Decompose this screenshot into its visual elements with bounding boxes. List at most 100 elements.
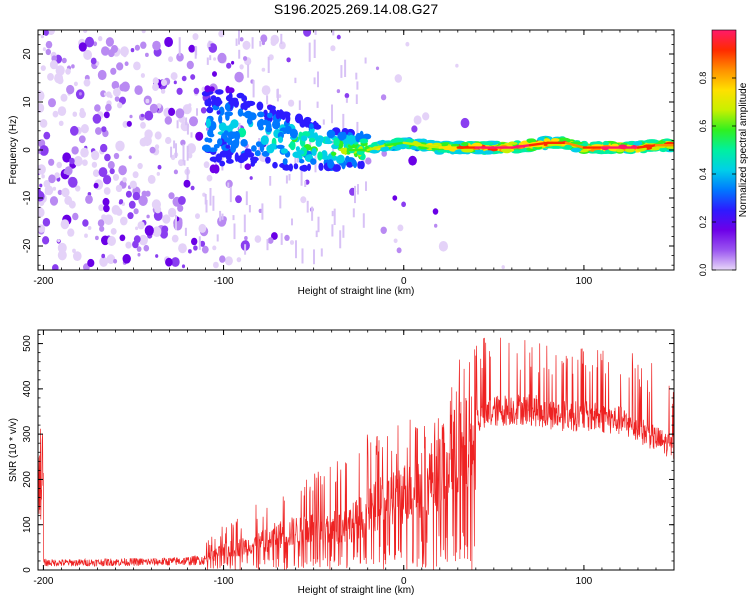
noise-blob [173,220,183,231]
noise-blob [162,214,171,224]
noise-streak [184,227,187,236]
signal-blob [224,111,233,117]
signal-blob [226,103,231,111]
noise-blob [57,250,67,261]
noise-blob [165,136,172,145]
noise-blob [140,113,145,118]
signal-blob [272,161,278,169]
noise-streak [362,213,365,228]
noise-streak [356,121,359,137]
snr-x-ticks: -200 -100 0 100 [33,330,675,587]
signal-blob [215,89,224,95]
noise-streak [219,210,222,222]
noise-streak [238,49,241,59]
noise-blob [186,143,196,154]
noise-blob [224,256,233,266]
noise-blob [48,98,56,108]
y-tick-label: -10 [22,190,33,205]
noise-streak [204,194,207,205]
noise-streak [340,65,343,78]
noise-blob [438,241,448,252]
spectrogram-y-label: Frequency (Hz) [8,116,19,185]
noise-streak [247,64,250,78]
noise-blob [186,60,194,70]
x-tick-label: -100 [214,276,234,287]
noise-streak [317,71,319,88]
signal-blob [226,158,234,164]
noise-blob [84,233,88,238]
signal-blob [359,160,365,170]
noise-streak [269,176,272,186]
signal-blob [297,150,305,155]
signal-blob [294,113,304,124]
noise-blob [144,236,148,241]
noise-blob [190,185,195,191]
noise-blob [336,34,341,40]
signal-blob [266,112,273,119]
noise-blob [49,196,59,206]
noise-blob [68,176,78,188]
noise-blob [501,265,505,270]
noise-streak [313,249,315,265]
noise-blob [56,161,62,169]
noise-blob [176,52,184,62]
noise-blob [118,165,127,176]
signal-blob [632,141,643,146]
noise-blob [177,204,184,212]
noise-blob [64,166,73,176]
signal-blob [483,150,494,155]
signal-blob [234,152,239,162]
noise-streak [259,40,262,47]
noise-blob [144,129,153,139]
noise-blob [236,257,242,263]
noise-streak [314,30,317,35]
noise-blob [105,37,114,47]
signal-blob [369,149,379,154]
noise-streak [315,230,318,238]
noise-blob [213,57,217,61]
signal-blob [257,111,265,118]
signal-blob [255,141,262,148]
signal-blob [570,147,582,153]
signal-blob [376,140,385,146]
noise-blob [191,237,198,246]
noise-blob [44,189,50,195]
noise-blob [80,147,89,158]
noise-blob [43,180,51,188]
noise-streak [267,56,270,73]
noise-streak [280,33,283,44]
y-tick-label: 10 [22,96,33,108]
signal-blob [331,151,337,156]
noise-blob [394,74,402,83]
colorbar-tick-label: 0.0 [698,264,708,277]
signal-blob [311,147,317,156]
noise-blob [249,176,253,180]
noise-blob [103,92,107,96]
noise-blob [286,57,291,63]
signal-blob [303,116,312,123]
noise-blob [401,201,406,208]
signal-blob [510,142,518,145]
signal-blob [295,146,300,152]
noise-blob [48,174,56,184]
noise-blob [168,207,177,218]
noise-blob [42,47,47,52]
noise-blob [168,56,174,63]
noise-blob [135,63,141,70]
noise-blob [113,87,121,97]
noise-blob [100,143,108,153]
noise-blob [279,41,286,50]
noise-blob [128,155,132,160]
noise-blob [127,212,134,220]
noise-streak [345,97,348,103]
noise-blob [52,264,59,270]
noise-blob [336,89,341,94]
noise-blob [178,243,187,254]
ridge-segment [420,143,441,149]
signal-blob [481,141,494,146]
x-tick-label: -100 [214,576,234,587]
noise-blob [122,253,131,264]
noise-blob [171,234,179,243]
signal-blob [214,96,222,107]
noise-blob [41,174,45,179]
